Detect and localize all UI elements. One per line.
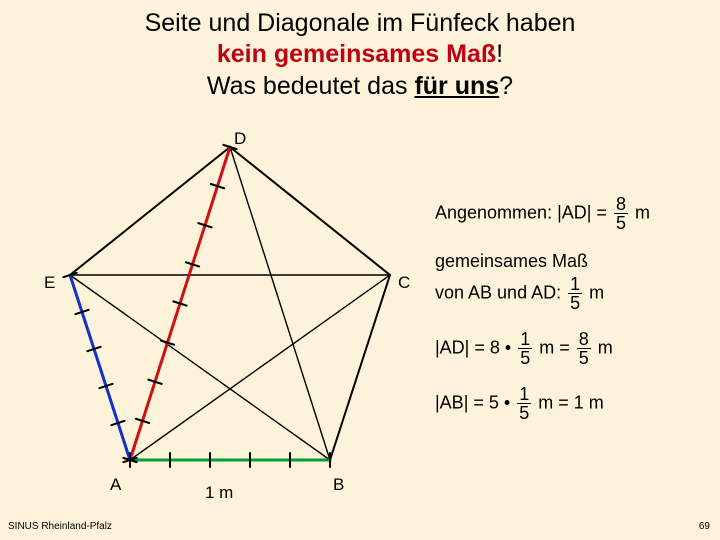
txt: m =: [534, 338, 575, 358]
ad-calc-row: |AD| = 8 • 15 m = 85 m: [435, 330, 650, 367]
footer-right: 69: [699, 521, 710, 532]
fraction: 85: [577, 330, 591, 367]
vertex-label-C: C: [398, 273, 410, 293]
txt: |AB| = 5 •: [435, 393, 515, 413]
vertex-label-A: A: [110, 475, 121, 495]
txt: m: [593, 338, 613, 358]
txt: |AD| = 8 •: [435, 338, 516, 358]
title-emph: kein gemeinsames Maß: [217, 40, 496, 68]
common-measure-row1: gemeinsames Maß: [435, 250, 650, 273]
pentagon-diagram: D E C A B 1 m: [50, 135, 410, 500]
title-line1: Seite und Diagonale im Fünfeck haben: [145, 9, 576, 37]
txt: von AB und AD:: [435, 283, 566, 303]
ab-calc-row: |AB| = 5 • 15 m = 1 m: [435, 385, 650, 422]
title-underline: für uns: [414, 72, 499, 100]
txt: gemeinsames Maß: [435, 251, 588, 271]
fraction: 15: [518, 330, 532, 367]
common-measure-row2: von AB und AD: 15 m: [435, 275, 650, 312]
txt: m: [630, 202, 650, 222]
vertex-label-D: D: [234, 129, 246, 149]
title-exc: !: [496, 40, 503, 68]
slide-title: Seite und Diagonale im Fünfeck haben kei…: [0, 0, 720, 102]
txt: m: [584, 283, 604, 303]
fraction: 15: [517, 385, 531, 422]
txt: Angenommen: |AD| =: [435, 202, 612, 222]
vertex-label-E: E: [44, 273, 55, 293]
fraction: 85: [614, 195, 628, 232]
unit-label: 1 m: [205, 483, 233, 503]
fraction: 15: [568, 275, 582, 312]
footer-left: SINUS Rheinland-Pfalz: [8, 521, 112, 532]
title-line3b: ?: [499, 72, 513, 100]
txt: m = 1 m: [533, 393, 604, 413]
math-panel: Angenommen: |AD| = 85 m gemeinsames Maß …: [435, 195, 650, 440]
assumption-row: Angenommen: |AD| = 85 m: [435, 195, 650, 232]
title-line3a: Was bedeutet das: [207, 72, 415, 100]
vertex-label-B: B: [333, 475, 344, 495]
